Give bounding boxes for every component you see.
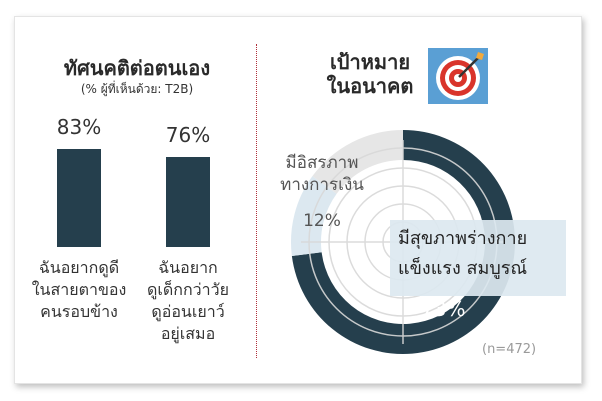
slice-label-financial-freedom: มีอิสรภาพ ทางการเงิน: [280, 153, 364, 195]
bar-category-label-2: ฉันอยาก ดูเด็กกว่าวัย ดูอ่อนเยาว์ อยู่เส…: [147, 258, 229, 343]
bar-1: [57, 149, 101, 247]
slice-label-health: มีสุขภาพร่างกาย แข็งแรง สมบูรณ์: [390, 220, 566, 296]
slice-value-health: 73%: [421, 297, 466, 321]
bar-value-label-2: 76%: [165, 123, 211, 148]
section-divider: [256, 44, 257, 358]
bar-chart-title: ทัศนคติต่อตนเอง: [63, 56, 211, 80]
sample-size-note: (n=472): [482, 342, 537, 357]
donut-chart-title: เป้าหมาย ในอนาคต: [326, 50, 414, 98]
bar-value-label-1: 83%: [56, 115, 102, 140]
bar-category-label-1: ฉันอยากดูดี ในสายตาของ คนรอบข้าง: [31, 258, 127, 321]
bar-chart-subtitle: (% ผู้ที่เห็นด้วย: T2B): [80, 82, 194, 96]
target-bullseye-icon: [428, 48, 488, 104]
donut-slice-financial-freedom: [291, 176, 337, 257]
bar-2: [166, 157, 210, 247]
slice-value-financial-freedom: 12%: [303, 211, 341, 231]
